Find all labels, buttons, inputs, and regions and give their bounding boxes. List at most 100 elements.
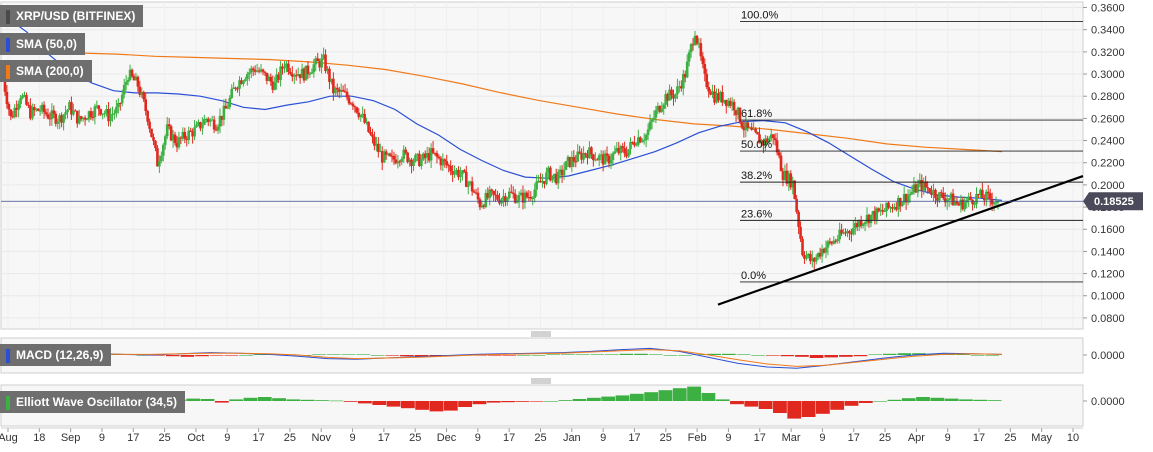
candle-body xyxy=(146,111,149,122)
candle-body xyxy=(633,142,636,146)
candle-body xyxy=(226,107,230,109)
candle-body xyxy=(29,105,32,119)
candle-body xyxy=(625,153,628,157)
candle-body xyxy=(936,198,939,201)
time-tick-label: 25 xyxy=(660,432,672,444)
time-tick-label: 17 xyxy=(378,432,390,444)
candle-body xyxy=(138,86,142,95)
candle-body xyxy=(234,87,237,89)
macd-histogram-bar xyxy=(561,354,575,355)
candle-body xyxy=(484,192,488,207)
candle-body xyxy=(148,121,151,129)
candle-body xyxy=(502,196,505,200)
candle-body xyxy=(590,147,593,155)
candle-body xyxy=(859,220,863,226)
candle-body xyxy=(603,153,607,165)
candle-body xyxy=(529,196,533,199)
ewo-histogram-bar xyxy=(901,398,916,401)
candle-body xyxy=(281,66,284,69)
candle-body xyxy=(674,94,677,99)
candle-body xyxy=(640,140,644,143)
candle-body xyxy=(832,240,836,244)
candle-body xyxy=(459,174,462,178)
macd-histogram-bar xyxy=(312,354,326,355)
candle-body xyxy=(592,154,595,161)
candle-body xyxy=(298,74,302,79)
candle-body xyxy=(932,189,935,195)
candle-body xyxy=(187,130,191,141)
candle-body xyxy=(814,257,818,262)
ewo-histogram-bar xyxy=(544,401,558,402)
candle-body xyxy=(72,110,75,115)
candle-body xyxy=(869,214,873,224)
macd-histogram-bar xyxy=(678,355,692,356)
macd-histogram-bar xyxy=(400,355,414,357)
price-tick-label: 0.0800 xyxy=(1091,313,1125,325)
candle-body xyxy=(783,170,787,181)
ewo-histogram-bar xyxy=(515,401,530,402)
candle-body xyxy=(492,190,495,195)
candle-body xyxy=(242,81,245,84)
candle-body xyxy=(527,196,531,198)
candle-body xyxy=(955,201,959,204)
candle-body xyxy=(822,248,826,253)
candle-body xyxy=(810,258,814,262)
candle-body xyxy=(599,154,603,156)
candle-body xyxy=(609,160,613,164)
candle-body xyxy=(631,141,634,143)
sma200-legend: SMA (200,0) xyxy=(0,60,92,82)
candle-body xyxy=(38,110,42,112)
candle-body xyxy=(897,197,900,210)
ewo-histogram-bar xyxy=(243,397,258,401)
time-tick-label: 25 xyxy=(879,432,891,444)
candle-body xyxy=(36,108,40,111)
ewo-histogram-bar xyxy=(214,401,229,403)
ewo-histogram-bar xyxy=(443,401,458,411)
ewo-legend: Elliott Wave Oscillator (34,5) xyxy=(0,391,185,413)
ewo-histogram-bar xyxy=(873,401,888,402)
candle-body xyxy=(291,73,294,77)
candle-body xyxy=(195,124,198,128)
price-tick-label: 0.3600 xyxy=(1091,3,1125,15)
ewo-histogram-bar xyxy=(372,401,387,405)
candle-body xyxy=(855,223,859,227)
candle-body xyxy=(875,208,879,220)
candle-body xyxy=(408,159,411,163)
ewo-histogram-bar xyxy=(529,401,544,402)
candle-body xyxy=(136,76,140,87)
time-tick-label: May xyxy=(1031,432,1052,444)
candle-body xyxy=(713,91,716,103)
candle-body xyxy=(834,240,838,242)
ewo-histogram-bar xyxy=(629,393,644,401)
candle-body xyxy=(32,107,36,111)
candle-body xyxy=(678,86,681,88)
candle-body xyxy=(365,121,368,123)
time-tick-label: 9 xyxy=(600,432,606,444)
price-tick-label: 0.1000 xyxy=(1091,291,1125,303)
candle-body xyxy=(799,226,802,239)
candle-body xyxy=(240,80,243,84)
candle-body xyxy=(943,198,947,203)
candle-body xyxy=(122,84,126,95)
macd-histogram-bar xyxy=(956,354,970,355)
candle-body xyxy=(887,202,890,208)
candle-body xyxy=(509,191,513,193)
macd-histogram-bar xyxy=(736,354,751,355)
candle-body xyxy=(103,113,106,115)
candle-body xyxy=(64,112,67,115)
price-tick-label: 0.3400 xyxy=(1091,25,1125,37)
fib-level-label: 100.0% xyxy=(741,9,779,21)
sma50-label: SMA (50,0) xyxy=(16,37,77,51)
candle-body xyxy=(525,192,529,197)
candle-body xyxy=(816,252,820,258)
ewo-histogram-bar xyxy=(558,400,573,401)
candle-body xyxy=(885,202,888,212)
candle-body xyxy=(203,119,206,125)
time-tick-label: 9 xyxy=(475,432,481,444)
candle-body xyxy=(27,104,30,106)
candle-body xyxy=(689,44,693,53)
candle-body xyxy=(79,116,83,120)
time-tick-label: 17 xyxy=(754,432,766,444)
candle-body xyxy=(113,113,116,115)
